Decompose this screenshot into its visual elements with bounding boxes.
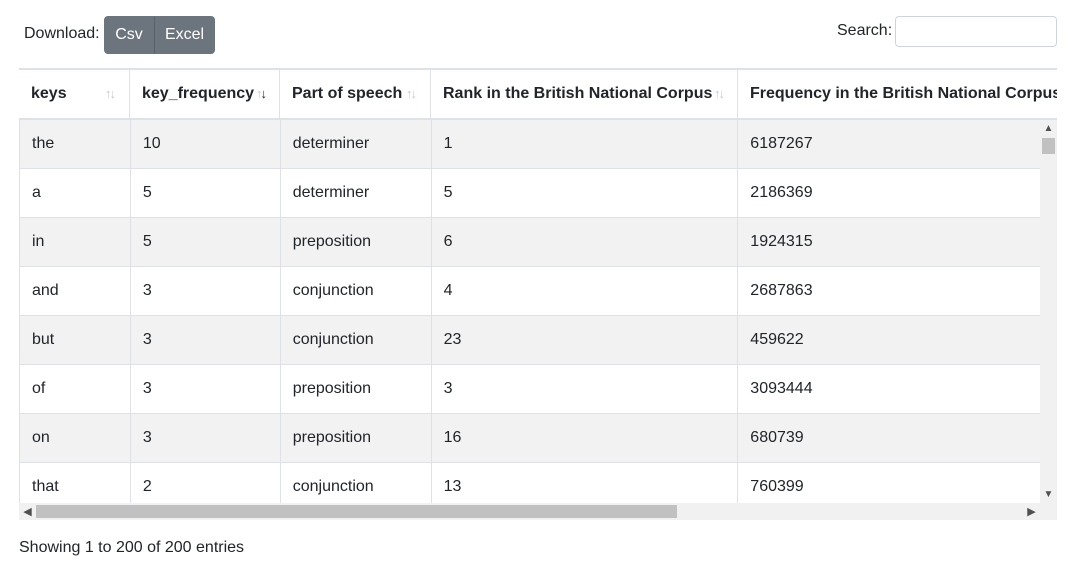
table-row: in 5 preposition 6 1924315 — [20, 218, 1040, 267]
data-table: keys ↑↓ key_frequency ↑↓ Part of speech … — [19, 68, 1057, 520]
chevron-right-icon[interactable]: ▶ — [1027, 506, 1036, 518]
sort-arrows-icon: ↑↓ — [105, 86, 116, 101]
table-row: and 3 conjunction 4 2687863 — [20, 267, 1040, 316]
column-header-key-frequency[interactable]: key_frequency ↑↓ — [130, 70, 280, 118]
chevron-up-icon[interactable]: ▲ — [1043, 123, 1054, 134]
table-row: that 2 conjunction 13 760399 — [20, 463, 1040, 503]
search-input[interactable] — [895, 16, 1057, 47]
chevron-down-icon[interactable]: ▼ — [1043, 489, 1054, 500]
column-header-bnc-frequency[interactable]: Frequency in the British National Corpus — [750, 85, 1057, 102]
horizontal-scrollbar[interactable]: ◀ ▶ — [19, 503, 1057, 520]
vertical-scroll-thumb[interactable] — [1042, 138, 1055, 154]
table-info: Showing 1 to 200 of 200 entries — [19, 539, 245, 556]
download-button-group: Csv Excel — [104, 16, 215, 54]
table-row: but 3 conjunction 23 459622 — [20, 316, 1040, 365]
table-body: the 10 determiner 1 6187267 a 5 determin… — [19, 120, 1040, 503]
sort-arrows-icon: ↑↓ — [714, 86, 725, 101]
vertical-scrollbar[interactable]: ▲ ▼ — [1040, 120, 1057, 503]
sort-arrows-icon: ↑↓ — [406, 86, 417, 101]
excel-button[interactable]: Excel — [154, 16, 215, 54]
column-header-part-of-speech[interactable]: Part of speech ↑↓ — [280, 70, 431, 118]
chevron-left-icon[interactable]: ◀ — [23, 506, 32, 518]
sort-arrows-icon: ↑↓ — [256, 86, 267, 101]
search-label: Search: — [837, 22, 893, 39]
column-header-bnc-rank[interactable]: Rank in the British National Corpus ↑↓ — [431, 70, 738, 118]
column-header-keys[interactable]: keys ↑↓ — [19, 70, 130, 118]
table-row: the 10 determiner 1 6187267 — [20, 120, 1040, 169]
toolbar: Download: Csv Excel Search: — [0, 0, 1074, 64]
csv-button[interactable]: Csv — [104, 16, 154, 54]
table-row: a 5 determiner 5 2186369 — [20, 169, 1040, 218]
table-header: keys ↑↓ key_frequency ↑↓ Part of speech … — [19, 68, 1057, 120]
download-label: Download: — [24, 25, 100, 42]
horizontal-scroll-thumb[interactable] — [36, 505, 677, 518]
table-row: of 3 preposition 3 3093444 — [20, 365, 1040, 414]
table-row: on 3 preposition 16 680739 — [20, 414, 1040, 463]
